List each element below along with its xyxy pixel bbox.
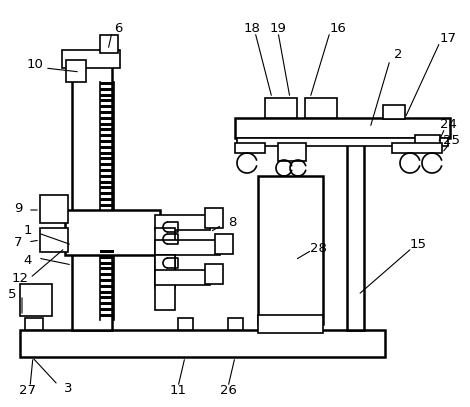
Text: 9: 9 — [14, 201, 22, 214]
Bar — [40, 195, 68, 223]
Bar — [155, 228, 175, 288]
Bar — [155, 240, 220, 255]
Bar — [40, 228, 68, 252]
Bar — [20, 330, 385, 357]
Bar — [100, 35, 118, 53]
Bar — [155, 270, 210, 285]
Bar — [392, 143, 442, 153]
Text: 4: 4 — [24, 254, 32, 267]
Text: 12: 12 — [11, 271, 29, 284]
Bar — [205, 208, 223, 228]
Text: 11: 11 — [170, 383, 187, 396]
Bar — [228, 318, 243, 330]
Bar — [72, 60, 112, 330]
Bar — [205, 264, 223, 284]
Text: 10: 10 — [27, 59, 43, 72]
Text: 24: 24 — [439, 118, 456, 131]
Text: 25: 25 — [444, 133, 461, 147]
Bar — [278, 143, 306, 161]
Bar — [265, 98, 297, 118]
Bar — [25, 318, 43, 330]
Bar — [415, 135, 440, 145]
Bar — [155, 215, 210, 230]
Bar — [215, 234, 233, 254]
Bar — [347, 135, 364, 330]
Text: 19: 19 — [270, 22, 286, 35]
Text: 26: 26 — [219, 383, 236, 396]
Text: 15: 15 — [409, 239, 426, 252]
Bar — [235, 118, 450, 138]
Text: 28: 28 — [310, 241, 327, 254]
Bar — [20, 284, 52, 316]
Text: 16: 16 — [329, 22, 346, 35]
Bar — [155, 255, 175, 310]
Bar — [258, 315, 323, 333]
Text: 8: 8 — [228, 215, 236, 228]
Text: 7: 7 — [14, 236, 22, 249]
Text: 3: 3 — [64, 381, 72, 394]
Text: 1: 1 — [24, 223, 32, 236]
Text: 5: 5 — [8, 289, 16, 302]
Bar — [65, 210, 160, 255]
Bar — [383, 105, 405, 119]
Bar — [235, 143, 265, 153]
Text: 27: 27 — [19, 383, 37, 396]
Text: 2: 2 — [394, 48, 402, 61]
Text: 6: 6 — [114, 22, 122, 35]
Text: 18: 18 — [243, 22, 260, 35]
Text: 17: 17 — [439, 31, 456, 44]
Bar — [178, 318, 193, 330]
Bar — [237, 138, 448, 146]
Bar — [66, 60, 86, 82]
Bar — [62, 50, 120, 68]
Bar — [305, 98, 337, 118]
Bar — [258, 176, 323, 324]
